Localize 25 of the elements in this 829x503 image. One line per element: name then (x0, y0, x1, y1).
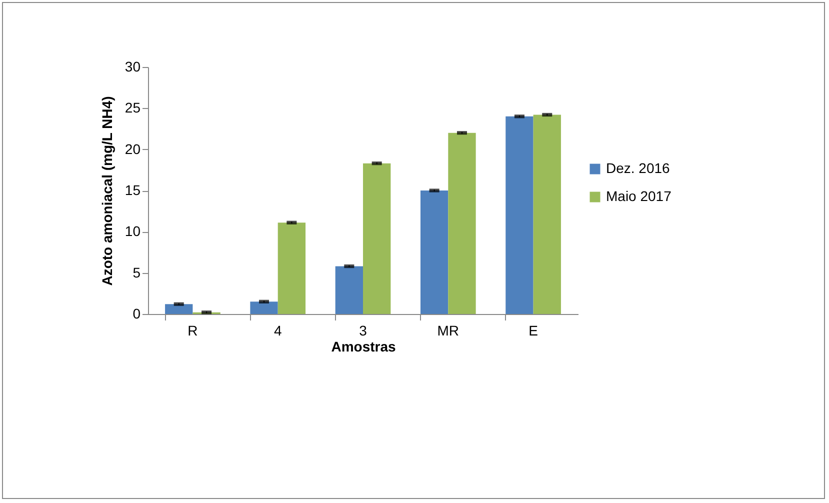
bar (448, 132, 476, 314)
bar (250, 302, 278, 314)
legend-label: Dez. 2016 (606, 160, 670, 176)
x-tick-label: 3 (359, 322, 368, 338)
x-axis-title: Amostras (331, 338, 396, 354)
y-tick-label: 30 (124, 58, 141, 74)
y-tick-label: 20 (124, 140, 141, 157)
bar (335, 266, 363, 314)
y-axis-title: Azoto amoniacal (mg/L NH4) (98, 96, 115, 286)
x-tick-label: E (528, 322, 538, 338)
x-tick-label: MR (437, 322, 460, 338)
bar (420, 190, 448, 314)
y-tick-label: 5 (132, 264, 141, 280)
bar (363, 163, 391, 314)
x-tick-label: 4 (274, 322, 282, 338)
bar (533, 114, 561, 314)
y-tick-label: 10 (124, 223, 141, 240)
y-tick-label: 15 (124, 182, 141, 198)
bar (165, 304, 193, 314)
x-tick-label: R (188, 322, 198, 338)
y-tick-label: 0 (132, 306, 141, 322)
bar (278, 222, 306, 314)
bar (506, 116, 534, 314)
y-tick-label: 25 (124, 100, 141, 116)
legend-label: Maio 2017 (606, 188, 672, 204)
